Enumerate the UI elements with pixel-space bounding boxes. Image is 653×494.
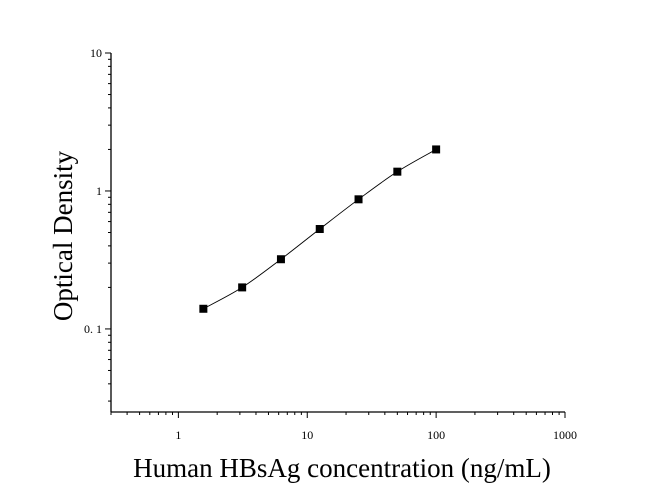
tick-labels-layer: 1 10 100 1000 0. 1 1 10 (84, 46, 577, 442)
data-point (393, 167, 402, 176)
data-point (238, 283, 247, 292)
ticks-layer (105, 52, 566, 418)
data-point (354, 195, 363, 204)
data-point (276, 255, 285, 264)
data-point (432, 145, 441, 154)
y-tick-label: 10 (90, 46, 102, 60)
data-point (199, 304, 208, 313)
points-layer (199, 145, 441, 313)
data-point (315, 225, 324, 234)
y-tick-label: 0. 1 (84, 322, 102, 336)
x-axis-title: Human HBsAg concentration (ng/mL) (133, 453, 551, 483)
x-tick-label: 10 (301, 428, 313, 442)
y-tick-label: 1 (96, 184, 102, 198)
x-tick-label: 100 (427, 428, 445, 442)
y-axis-title: Optical Density (48, 150, 78, 321)
x-tick-label: 1 (175, 428, 181, 442)
x-tick-label: 1000 (553, 428, 577, 442)
